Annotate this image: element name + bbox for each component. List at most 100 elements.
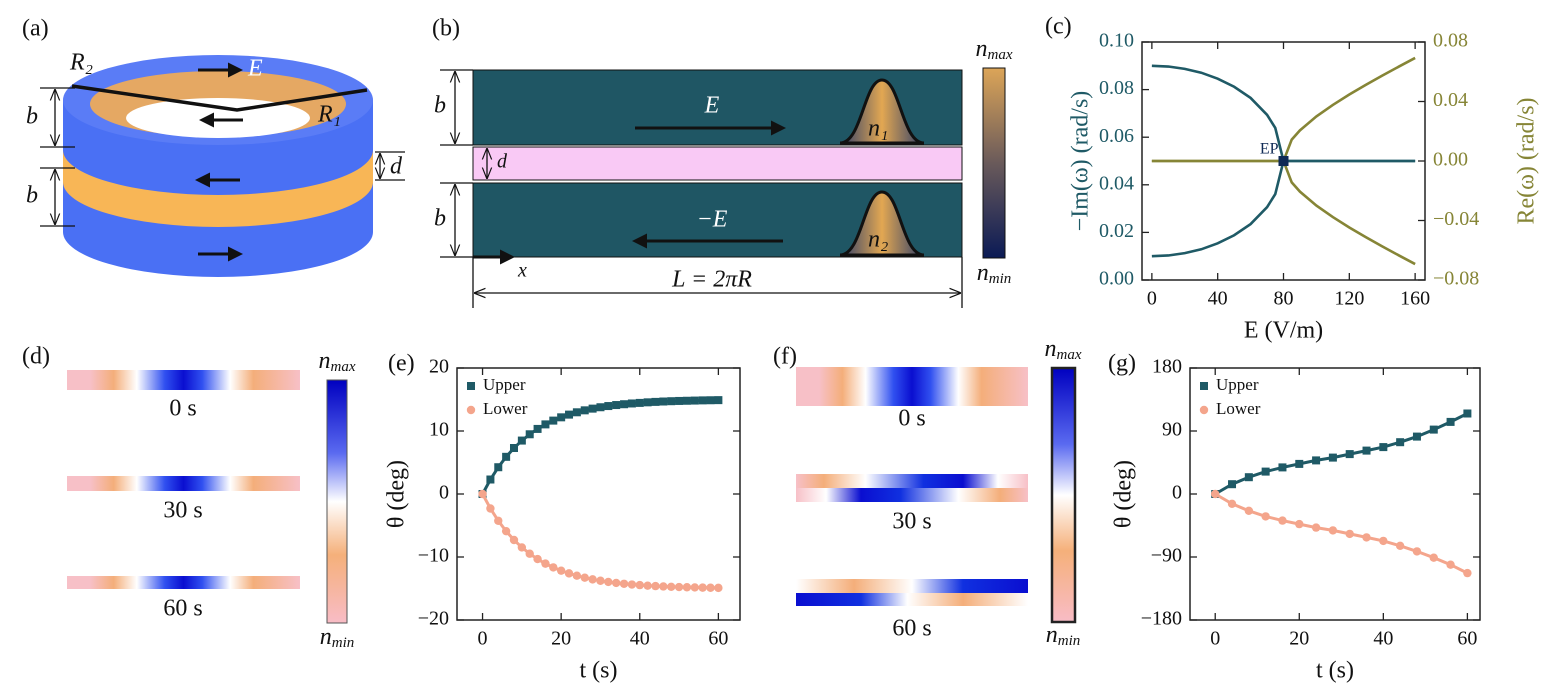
- time-label: 0 s: [898, 406, 925, 432]
- marker: [1379, 443, 1388, 452]
- legend-label: Upper: [1216, 375, 1259, 394]
- x-axis-label: E (V/m): [1244, 318, 1323, 344]
- y-tick-label: 0.06: [1099, 125, 1134, 147]
- marker: [565, 410, 574, 419]
- marker: [1463, 409, 1472, 418]
- marker: [564, 569, 574, 578]
- density-label: n₂: [868, 227, 888, 253]
- x-tick-label: 40: [1208, 288, 1228, 310]
- marker: [1463, 568, 1472, 578]
- marker: [635, 398, 644, 407]
- radius-label: R₁: [317, 102, 341, 128]
- marker: [1328, 526, 1338, 535]
- marker: [517, 543, 527, 552]
- colorbar: [326, 379, 348, 624]
- x-tick-label: 20: [551, 628, 571, 650]
- marker: [1228, 480, 1237, 489]
- marker: [486, 504, 495, 513]
- density-strip: [67, 370, 300, 390]
- marker: [572, 408, 581, 417]
- y-tick-label: 0.10: [1099, 30, 1134, 52]
- colorbar-min: nmin: [1046, 622, 1081, 650]
- colorbar-max: nmax: [1045, 336, 1082, 364]
- y-tick-label: 180: [1152, 356, 1182, 378]
- series-line: [1151, 159, 1416, 266]
- x-tick-label: 20: [1289, 628, 1309, 650]
- panel-label: (e): [388, 351, 415, 377]
- marker: [682, 583, 692, 592]
- marker: [1345, 529, 1354, 539]
- density-bump: [839, 78, 925, 145]
- y-tick-label: 0.02: [1099, 220, 1134, 242]
- y-tick-label: 10: [429, 419, 449, 441]
- radius-label: R₂: [69, 50, 93, 76]
- y-tick-label: −10: [418, 545, 449, 567]
- marker: [674, 582, 684, 592]
- marker: [1429, 553, 1438, 562]
- marker: [533, 424, 542, 433]
- marker: [1379, 536, 1388, 546]
- time-label: 30 s: [892, 509, 931, 535]
- marker: [494, 516, 503, 525]
- density-label: n₁: [868, 116, 888, 142]
- marker: [627, 399, 636, 408]
- marker: [1446, 560, 1455, 569]
- marker: [549, 563, 558, 572]
- marker: [1295, 459, 1304, 468]
- ring-hole: [126, 98, 310, 138]
- x-tick-label: 80: [1274, 288, 1294, 310]
- panel-f: (f) 0 s 30 s 60 s nmax nmin: [773, 336, 1082, 650]
- marker: [690, 396, 699, 405]
- y-tick-label: 20: [429, 356, 449, 378]
- marker: [1211, 489, 1220, 499]
- marker: [1429, 425, 1438, 434]
- legend-marker: [467, 382, 475, 390]
- marker: [1227, 499, 1237, 508]
- marker: [1278, 516, 1287, 525]
- marker: [588, 575, 597, 584]
- marker: [556, 566, 566, 575]
- y-axis-label: θ (deg): [384, 460, 410, 528]
- y-tick-label: −20: [418, 608, 449, 630]
- axis-label: x: [517, 260, 527, 282]
- y2-axis-label: Re(ω) (rad/s): [1514, 97, 1540, 224]
- y2-tick-label: 0.08: [1433, 30, 1468, 52]
- x-tick-label: 160: [1400, 288, 1430, 310]
- colorbar-max: nmax: [319, 348, 356, 376]
- length-label: L = 2πR: [671, 267, 752, 293]
- gap: [472, 146, 963, 181]
- marker: [675, 396, 684, 405]
- marker: [643, 398, 652, 407]
- y-axis-label: −Im(ω) (rad/s): [1068, 91, 1094, 232]
- dimension-label: d: [390, 154, 403, 180]
- ring-body: [63, 100, 373, 277]
- marker: [533, 554, 542, 564]
- y-axis-label: θ (deg): [1111, 460, 1137, 528]
- marker: [698, 396, 707, 405]
- field-label: −E: [697, 207, 728, 233]
- x-tick-label: 0: [478, 628, 488, 650]
- marker: [1312, 456, 1321, 465]
- marker: [651, 581, 660, 591]
- y2-tick-label: 0.00: [1433, 149, 1468, 171]
- annotation-marker: [1278, 156, 1289, 166]
- marker: [509, 444, 518, 453]
- marker: [1261, 467, 1270, 476]
- y2-tick-label: −0.08: [1433, 268, 1479, 290]
- marker: [706, 583, 715, 592]
- x-tick-label: 60: [1457, 628, 1477, 650]
- colorbar: [1050, 366, 1077, 624]
- marker: [549, 416, 558, 425]
- marker: [596, 576, 605, 585]
- x-axis-label: t (s): [1316, 658, 1354, 684]
- charts: (c) 0 40 80 120 160 0.00 0.02 0.04 0.06 0.08 0.10 −0…: [384, 14, 1540, 684]
- marker: [1362, 446, 1371, 455]
- series-line: [1214, 412, 1469, 496]
- y-tick-label: 0.00: [1099, 268, 1134, 290]
- marker: [611, 578, 621, 588]
- marker: [486, 475, 495, 484]
- panel-label: (d): [22, 344, 50, 370]
- panel-b: (b) n₁ n₂ E −E b b d x L = 2πR nmax nmin: [432, 16, 1013, 308]
- ring-band: [63, 150, 373, 227]
